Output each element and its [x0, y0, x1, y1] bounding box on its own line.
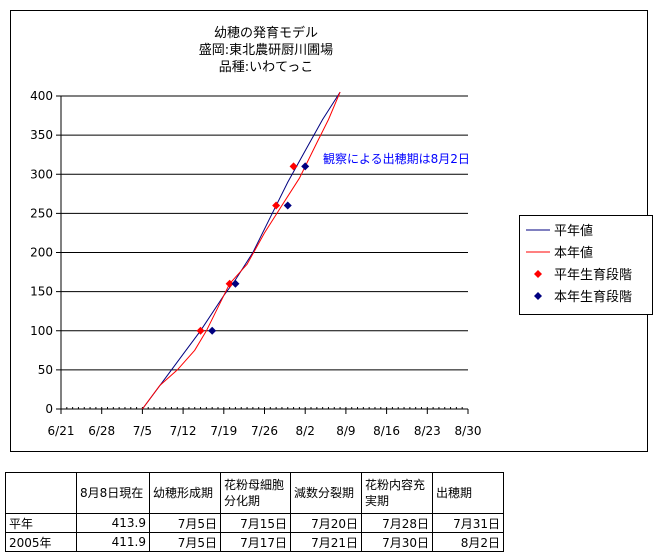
data-point	[289, 162, 298, 171]
annotation: 観察による出穂期は8月2日	[323, 152, 470, 166]
y-tick-label: 100	[30, 324, 53, 338]
chart-frame: 0 50 100 150 200 250 300 350 400 6/21 6/28 7/5 7/12 7…	[10, 10, 653, 452]
table-header-cell: 減数分裂期	[290, 472, 362, 514]
legend-marker-swatch	[534, 292, 542, 300]
table-header-cell: 花粉内容充実期	[361, 472, 433, 514]
table-cell: 7月15日	[220, 513, 291, 533]
table-header-cell: 8月8日現在	[76, 472, 150, 514]
table-cell: 7月30日	[361, 532, 433, 552]
data-point	[208, 326, 217, 335]
chart-title-line: 盛岡:東北農研厨川圃場	[199, 42, 333, 58]
table-row: 2005年 411.9 7月5日 7月17日 7月21日 7月30日 8月2日	[5, 532, 504, 552]
y-tick-label: 150	[30, 285, 53, 299]
data-point	[283, 201, 292, 210]
legend-label: 本年値	[554, 245, 593, 261]
y-tick-label: 300	[30, 167, 53, 181]
table-header-cell: 出穂期	[432, 472, 504, 514]
y-tick-label: 350	[30, 128, 53, 142]
data-point	[231, 279, 240, 288]
legend: 平年値本年値平年生育段階 本年生育段階	[519, 215, 653, 315]
table-cell: 2005年	[5, 532, 77, 552]
x-tick-label: 8/9	[336, 424, 355, 438]
data-point	[225, 279, 234, 288]
table-cell: 7月5日	[149, 513, 221, 533]
summary-table: 8月8日現在 幼穂形成期 花粉母細胞分化期 減数分裂期 花粉内容充実期 出穂期 …	[5, 472, 504, 552]
legend-label: 本年生育段階	[554, 289, 632, 305]
x-tick-label: 7/5	[133, 424, 152, 438]
x-tick-label: 8/16	[373, 424, 400, 438]
data-point	[301, 162, 310, 171]
x-tick-label: 7/19	[210, 424, 237, 438]
series-line	[141, 91, 341, 410]
table-cell: 7月20日	[290, 513, 362, 533]
table-cell: 8月2日	[432, 532, 504, 552]
table-cell: 7月21日	[290, 532, 362, 552]
legend-marker-swatch	[534, 270, 542, 278]
x-tick-label: 7/26	[251, 424, 278, 438]
legend-label: 平年値	[554, 223, 593, 239]
x-tick-label: 8/23	[414, 424, 441, 438]
chart-svg: 0 50 100 150 200 250 300 350 400 6/21 6/28 7/5 7/12 7…	[30, 25, 482, 438]
legend-label: 平年生育段階	[554, 267, 632, 283]
series-line	[141, 91, 341, 410]
table-cell: 411.9	[76, 532, 150, 552]
table-header-cell: 幼穂形成期	[149, 472, 221, 514]
x-tick-label: 8/2	[296, 424, 315, 438]
table-row: 平年 413.9 7月5日 7月15日 7月20日 7月28日 7月31日	[5, 513, 504, 533]
x-tick-label: 7/12	[170, 424, 197, 438]
table-cell: 7月5日	[149, 532, 221, 552]
table-header-cell: 花粉母細胞分化期	[220, 472, 291, 514]
y-tick-label: 250	[30, 206, 53, 220]
x-tick-label: 6/28	[88, 424, 115, 438]
table-cell: 平年	[5, 513, 77, 533]
table-cell: 413.9	[76, 513, 150, 533]
x-tick-label: 6/21	[48, 424, 75, 438]
y-tick-label: 400	[30, 89, 53, 103]
table-cell: 7月28日	[361, 513, 433, 533]
table-cell: 7月31日	[432, 513, 504, 533]
data-point	[272, 201, 281, 210]
chart-title-line: 幼穂の発育モデル	[214, 25, 318, 41]
table-cell: 7月17日	[220, 532, 291, 552]
table-header-row: 8月8日現在 幼穂形成期 花粉母細胞分化期 減数分裂期 花粉内容充実期 出穂期	[5, 472, 504, 514]
x-tick-label: 8/30	[455, 424, 482, 438]
table-header-cell	[5, 472, 77, 514]
y-tick-label: 200	[30, 246, 53, 260]
y-tick-label: 0	[45, 402, 53, 416]
data-point	[196, 326, 205, 335]
y-tick-label: 50	[38, 363, 53, 377]
chart-title-line: 品種:いわてっこ	[219, 59, 314, 75]
